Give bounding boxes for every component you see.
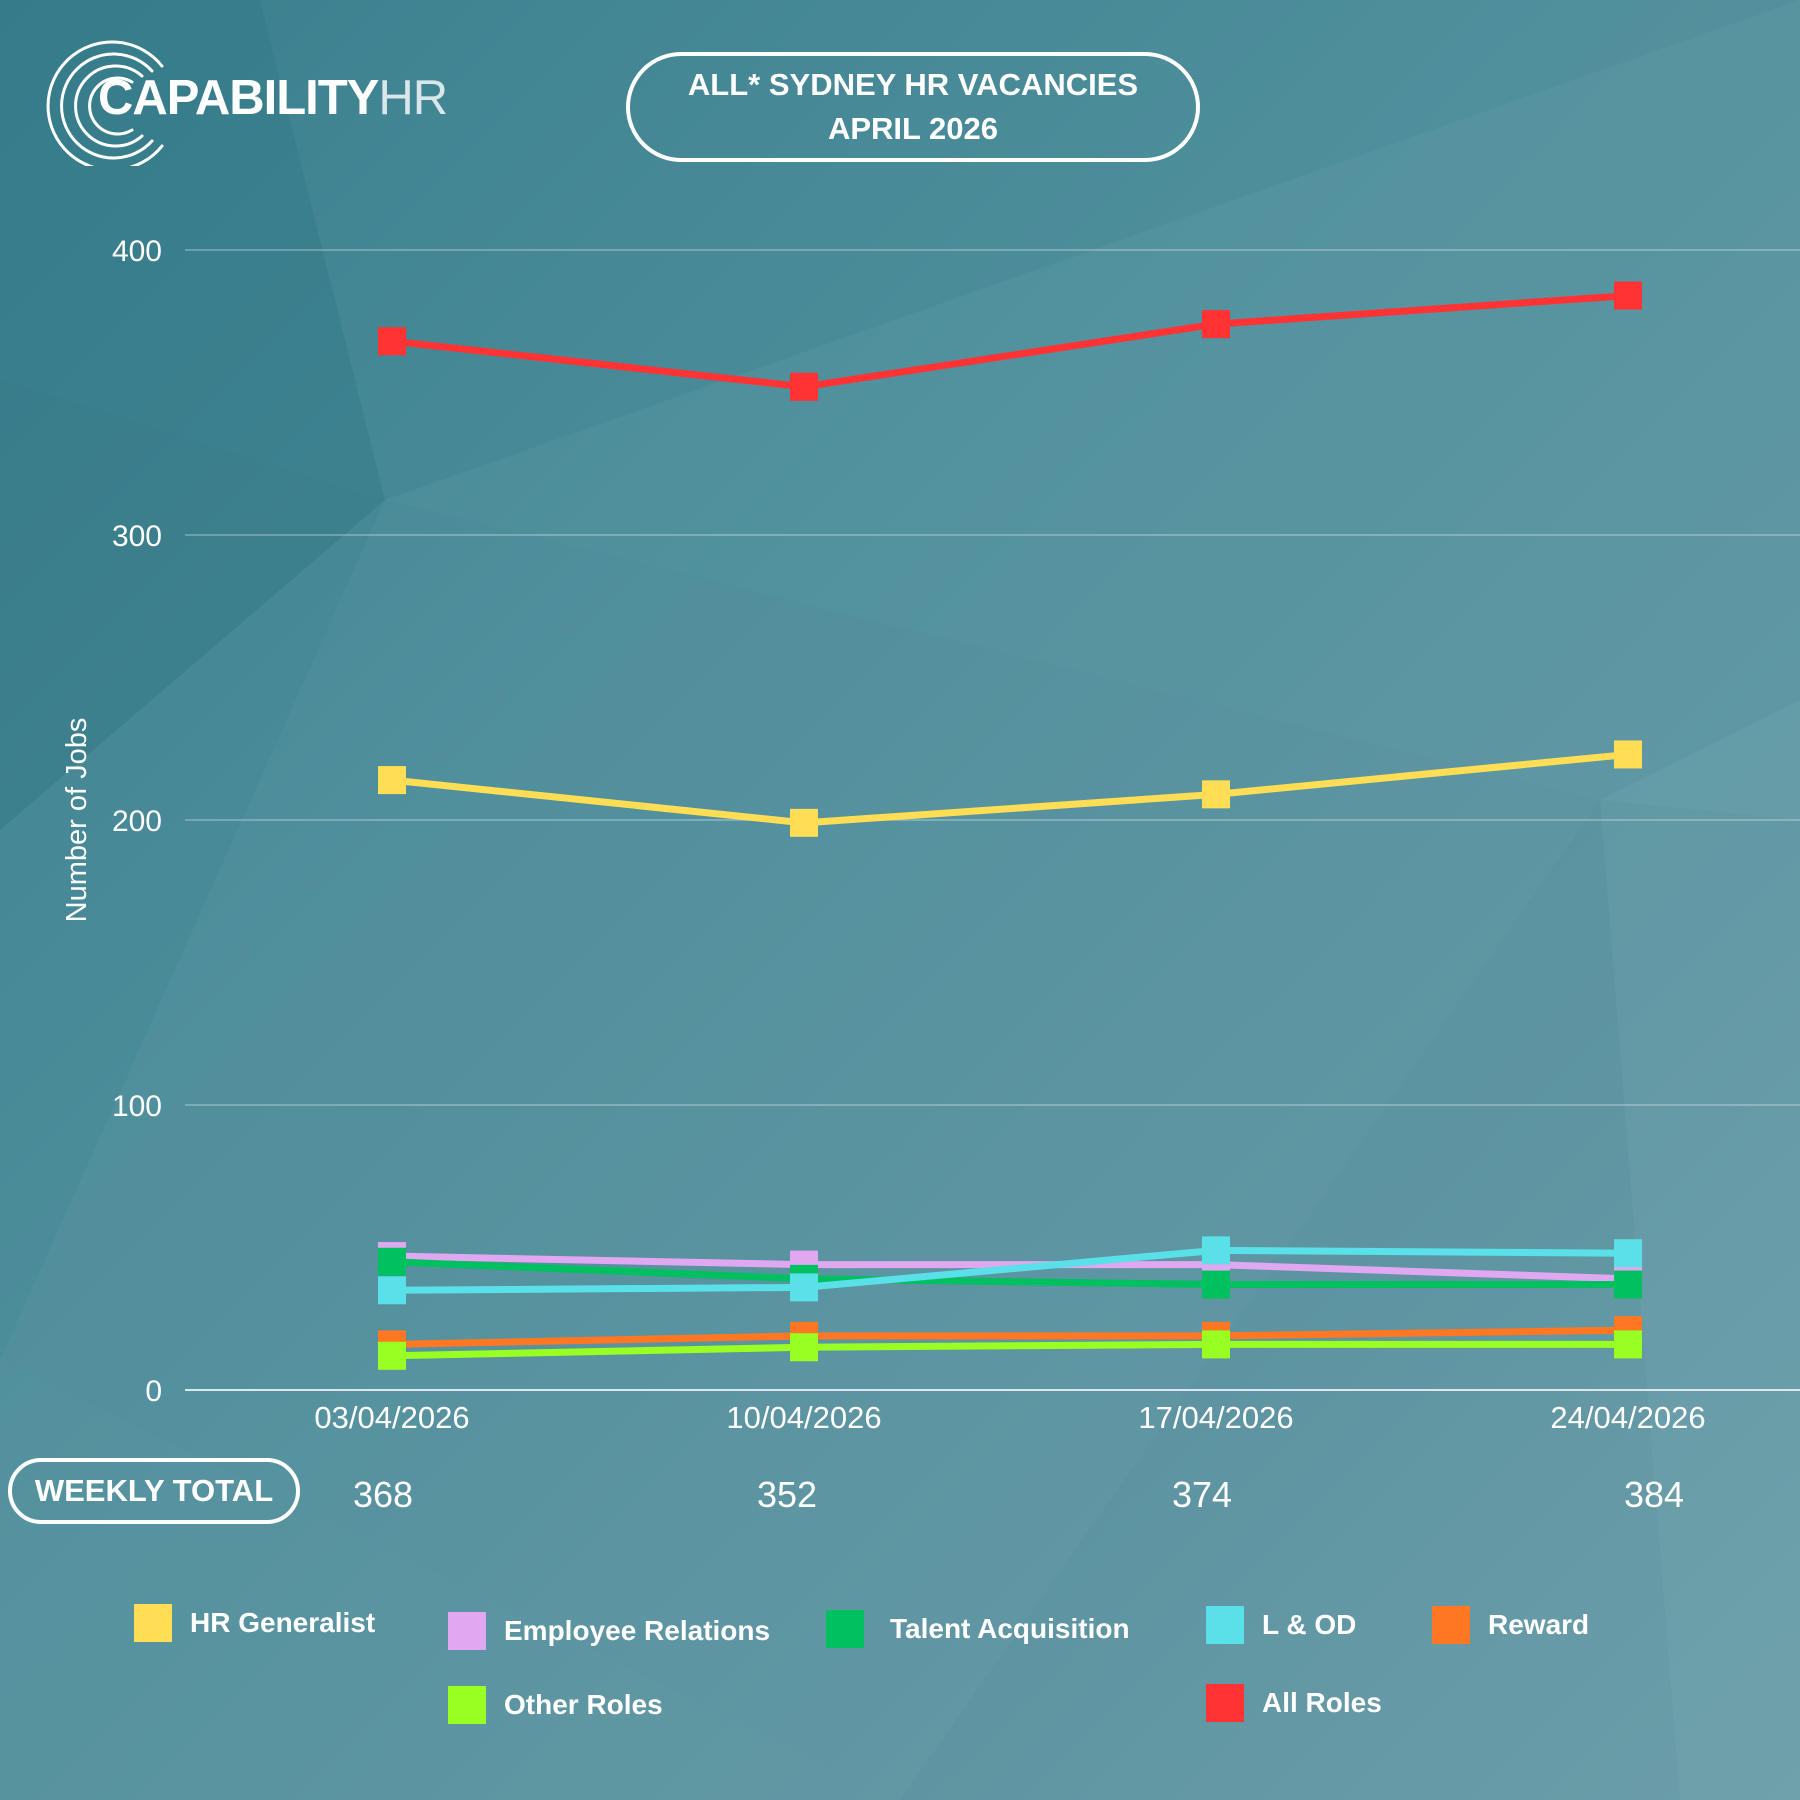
logo-rings-icon — [46, 40, 164, 166]
line-chart: 0 100 200 300 400 03/04/2026 10/04/2026 17/04/2… — [61, 235, 1800, 1435]
data-point — [378, 1341, 406, 1370]
legend-item-all-roles: All Roles — [1206, 1684, 1382, 1722]
data-point — [1202, 1330, 1230, 1359]
legend-label: HR Generalist — [190, 1607, 376, 1638]
series-line — [391, 1258, 1628, 1289]
legend-label: All Roles — [1262, 1687, 1382, 1718]
y-tick-label: 0 — [145, 1375, 162, 1408]
title-line-2: APRIL 2026 — [827, 111, 998, 146]
data-point — [1202, 1236, 1230, 1265]
legend-label: Talent Acquisition — [890, 1613, 1130, 1644]
legend-swatch — [448, 1686, 486, 1724]
series-line — [391, 750, 1629, 827]
legend-swatch — [1206, 1606, 1244, 1644]
weekly-total-value: 384 — [1623, 1474, 1685, 1515]
legend-item-reward: Reward — [1432, 1606, 1589, 1644]
x-tick-label: 24/04/2026 — [1550, 1400, 1705, 1435]
legend-label: Reward — [1488, 1609, 1590, 1640]
y-tick-label: 100 — [112, 1090, 162, 1123]
weekly-total-value: 368 — [352, 1474, 414, 1515]
legend-item-hr-generalist: HR Generalist — [134, 1604, 375, 1642]
title-line-1: ALL* SYDNEY HR VACANCIES — [687, 67, 1139, 102]
data-point — [790, 1273, 818, 1302]
legend-item-other-roles: Other Roles — [448, 1686, 663, 1724]
legend-label: L & OD — [1262, 1609, 1357, 1640]
y-tick-label: 400 — [112, 235, 162, 268]
logo-suffix-text: HR — [378, 71, 448, 125]
legend-item-employee-relations: Employee Relations — [448, 1612, 770, 1650]
data-point — [1202, 310, 1230, 339]
legend-item-talent-acquisition: Talent Acquisition — [826, 1610, 1130, 1648]
legend-swatch — [134, 1604, 172, 1642]
legend-swatch — [448, 1612, 486, 1650]
data-point — [1614, 281, 1642, 310]
data-point — [790, 1333, 818, 1362]
brand-logo: CAPABILITYHR — [44, 26, 464, 166]
weekly-total-value: 374 — [1171, 1474, 1233, 1515]
data-point — [1614, 1330, 1642, 1359]
series-line — [391, 292, 1629, 391]
data-point — [790, 808, 818, 837]
logo-wordmark: CAPABILITYHR — [98, 70, 448, 126]
data-point — [1614, 740, 1642, 769]
weekly-total-value: 352 — [756, 1474, 818, 1515]
series-line — [391, 1340, 1628, 1360]
series-line — [391, 1252, 1629, 1283]
data-point — [1202, 1270, 1230, 1299]
legend-label: Employee Relations — [504, 1615, 771, 1646]
y-tick-label: 300 — [112, 520, 162, 553]
data-point — [378, 1247, 406, 1276]
data-point — [378, 766, 406, 795]
x-tick-label: 17/04/2026 — [1138, 1400, 1293, 1435]
legend-swatch — [1206, 1684, 1244, 1722]
legend-item-l-and-od: L & OD — [1206, 1606, 1356, 1644]
legend-swatch — [826, 1610, 864, 1648]
weekly-total-label: WEEKLY TOTAL — [8, 1458, 300, 1524]
data-point — [378, 327, 406, 356]
data-point — [1202, 780, 1230, 809]
logo-main-text: CAPABILITY — [98, 71, 379, 125]
series-line — [391, 1326, 1629, 1348]
x-tick-label: 10/04/2026 — [726, 1400, 881, 1435]
legend-label: Other Roles — [504, 1689, 663, 1720]
data-point — [790, 372, 818, 401]
y-tick-label: 200 — [112, 805, 162, 838]
legend-swatch — [1432, 1606, 1470, 1644]
data-point — [1614, 1270, 1642, 1299]
series-line — [391, 1246, 1629, 1294]
x-tick-label: 03/04/2026 — [314, 1400, 469, 1435]
y-axis-label: Number of Jobs — [61, 718, 93, 923]
data-point — [1614, 1239, 1642, 1268]
chart-title: ALL* SYDNEY HR VACANCIES APRIL 2026 — [626, 52, 1200, 162]
data-point — [378, 1276, 406, 1305]
